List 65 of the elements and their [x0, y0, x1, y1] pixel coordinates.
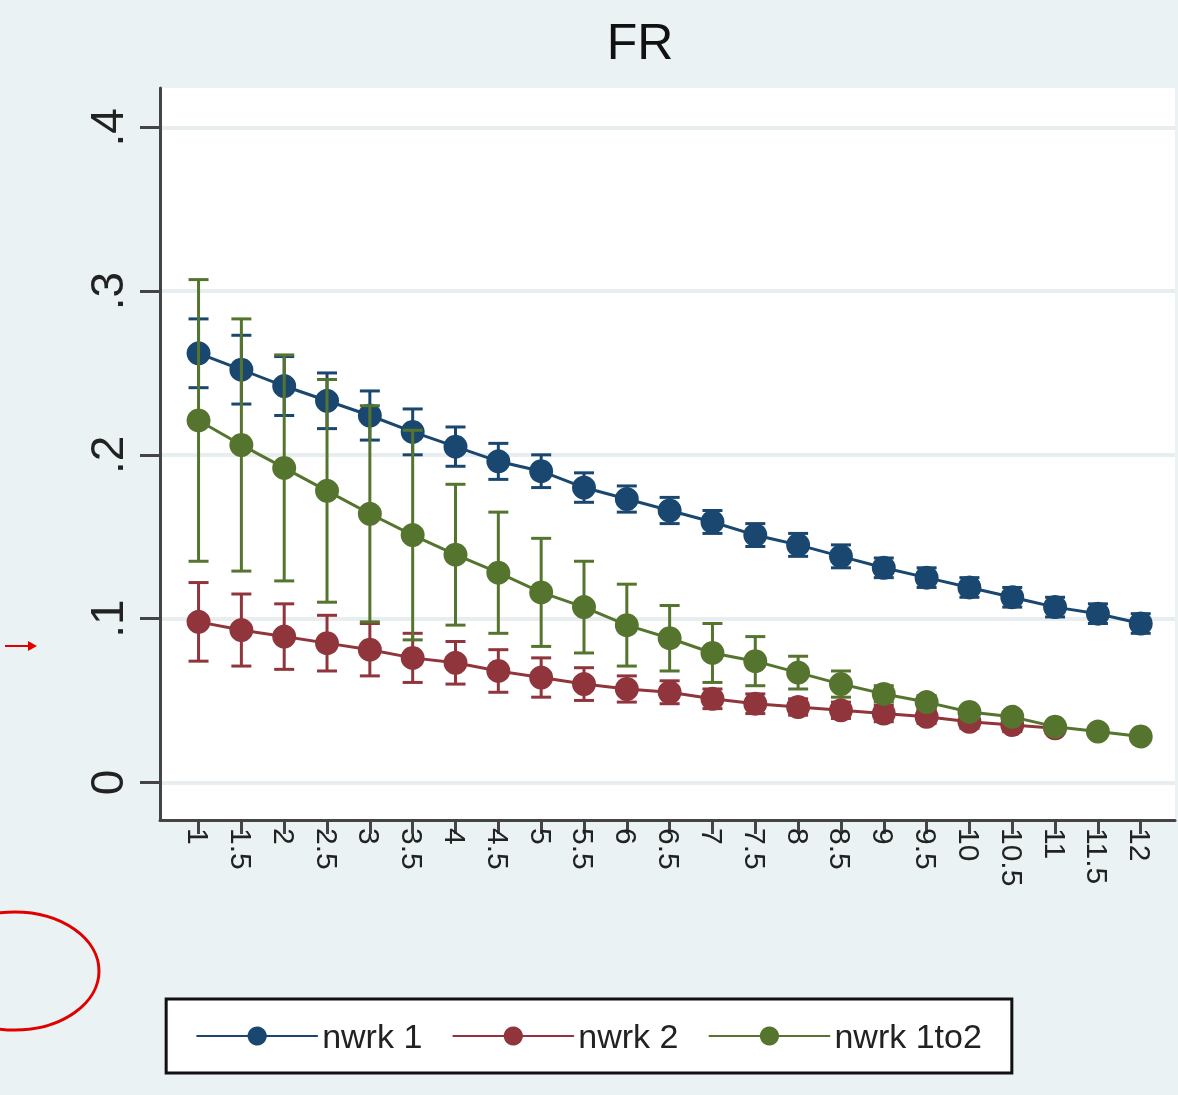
y-tick-label: .3 [81, 271, 133, 311]
point [357, 637, 382, 662]
point [657, 626, 682, 651]
point [272, 455, 297, 480]
point [357, 501, 382, 526]
point [1128, 724, 1153, 749]
point [572, 672, 596, 697]
x-tick-label: 6 [610, 828, 644, 845]
point [229, 618, 254, 643]
point [529, 459, 554, 484]
x-tick-label: 5.5 [567, 828, 601, 870]
x-tick-label: 8 [781, 828, 815, 845]
y-tick-label: .4 [81, 108, 133, 147]
point [614, 613, 639, 638]
x-tick-label: 11.5 [1081, 828, 1115, 885]
point [529, 580, 554, 605]
point [443, 542, 468, 567]
point [400, 523, 425, 548]
point [572, 595, 596, 620]
y-tick-label: .1 [81, 599, 133, 638]
point [315, 478, 340, 503]
x-tick-label: 12 [1124, 828, 1158, 862]
point [272, 624, 297, 649]
point [957, 699, 982, 724]
x-tick-label: 9 [867, 828, 901, 845]
x-tick-label: 1 [182, 828, 216, 845]
point [186, 408, 211, 433]
x-tick-label: 8.5 [824, 828, 858, 870]
point [914, 690, 939, 715]
x-tick-label: 6.5 [653, 828, 687, 870]
point [700, 640, 725, 665]
point [443, 434, 468, 459]
x-tick-label: 3.5 [396, 828, 430, 870]
chart-title: FR [606, 14, 674, 70]
x-tick-label: 7 [695, 828, 729, 845]
x-tick-label: 10 [952, 828, 986, 862]
y-tick-label: .2 [81, 435, 133, 475]
point [529, 665, 554, 690]
point [400, 645, 425, 670]
x-tick-label: 4.5 [481, 828, 515, 870]
legend-label: nwrk 1to2 [834, 1017, 982, 1055]
point [486, 658, 511, 683]
point [186, 609, 211, 634]
point [315, 631, 340, 656]
point [486, 560, 511, 585]
point [743, 649, 768, 674]
y-tick-label: 0 [81, 769, 133, 796]
x-tick-label: 2.5 [310, 828, 344, 870]
legend-label: nwrk 2 [578, 1017, 679, 1055]
x-tick-label: 1.5 [224, 828, 258, 870]
legend-label: nwrk 1 [322, 1017, 423, 1055]
x-tick-label: 9.5 [910, 828, 944, 870]
x-tick-label: 4 [439, 828, 473, 845]
point [1085, 719, 1110, 744]
x-tick-label: 2 [267, 828, 301, 845]
point [786, 660, 811, 685]
point [486, 449, 511, 474]
x-tick-label: 7.5 [738, 828, 772, 870]
x-tick-label: 3 [353, 828, 387, 845]
point [229, 433, 254, 457]
x-tick-label: 11 [1038, 828, 1072, 860]
x-tick-label: 10.5 [995, 828, 1029, 887]
point [1000, 704, 1025, 729]
x-tick-label: 5 [524, 828, 558, 845]
point [443, 650, 468, 675]
